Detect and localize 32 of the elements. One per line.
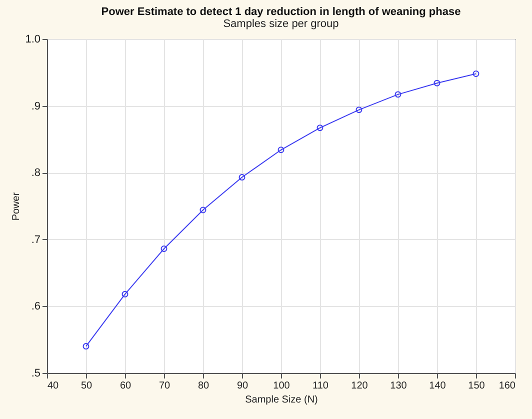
y-tick-label: .5: [31, 368, 40, 380]
x-tick-label: 110: [312, 380, 329, 392]
chart-subtitle: Samples size per group: [223, 18, 339, 30]
x-tick-label: 140: [429, 380, 446, 392]
point: [278, 146, 284, 154]
point: [434, 80, 440, 86]
y-tick-label: .8: [31, 167, 40, 180]
x-tick-label: 90: [236, 380, 248, 392]
y-tick-label: 1.0: [25, 34, 40, 46]
x-axis-title: Sample Size (N): [245, 394, 318, 406]
y-tick-label: .6: [31, 300, 40, 313]
x-tick-label: 150: [468, 380, 486, 392]
x-tick-label: 80: [198, 380, 210, 392]
point: [122, 290, 128, 298]
point: [356, 106, 362, 114]
x-tick-label: 160: [498, 380, 516, 392]
point: [238, 174, 246, 181]
y-tick-label: .9: [31, 100, 40, 112]
point: [160, 246, 168, 252]
x-tick-label: 40: [48, 380, 60, 392]
x-tick-label: 70: [158, 380, 170, 392]
point: [200, 206, 206, 214]
x-tick-label: 100: [273, 380, 290, 392]
x-tick-label: 60: [120, 380, 132, 392]
chart-title: Power Estimate to detect 1 day reduction in length of weaning phase: [101, 6, 461, 18]
point: [394, 91, 402, 98]
x-tick-label: 50: [80, 380, 92, 392]
y-axis-title: Power: [11, 192, 22, 221]
x-tick-label: 130: [390, 380, 408, 392]
point: [316, 124, 324, 132]
y-tick-label: .7: [31, 234, 40, 246]
x-tick-label: 120: [351, 380, 368, 392]
